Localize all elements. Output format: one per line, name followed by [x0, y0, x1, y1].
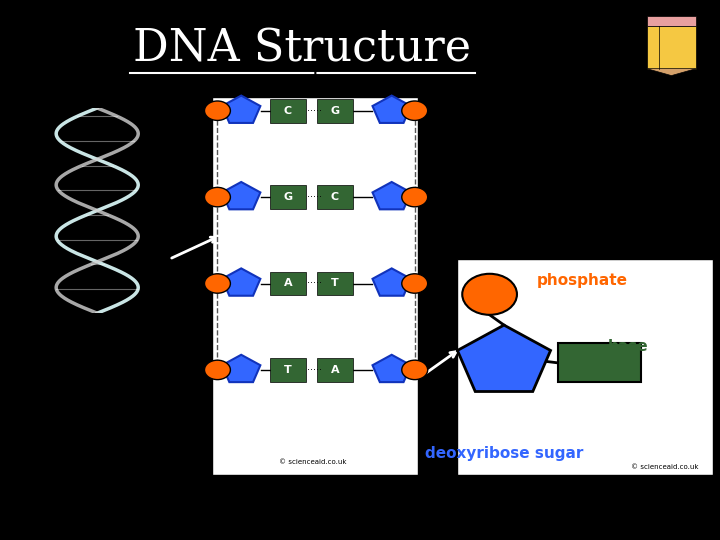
FancyBboxPatch shape: [270, 272, 306, 295]
Polygon shape: [647, 69, 696, 76]
Text: C: C: [330, 192, 339, 202]
Circle shape: [462, 274, 517, 315]
Text: deoxyribose sugar: deoxyribose sugar: [425, 446, 583, 461]
Polygon shape: [372, 96, 411, 123]
FancyBboxPatch shape: [317, 358, 353, 382]
Polygon shape: [457, 325, 551, 392]
Circle shape: [204, 187, 230, 207]
FancyBboxPatch shape: [558, 343, 641, 382]
Polygon shape: [222, 268, 261, 296]
Polygon shape: [222, 355, 261, 382]
Polygon shape: [222, 96, 261, 123]
Circle shape: [402, 360, 428, 380]
Text: A: A: [330, 365, 339, 375]
Circle shape: [402, 101, 428, 120]
Text: ·····: ·····: [307, 106, 322, 116]
FancyBboxPatch shape: [270, 185, 306, 209]
Text: ·····: ·····: [307, 279, 322, 288]
Text: C: C: [284, 106, 292, 116]
Text: G: G: [284, 192, 292, 202]
Text: phosphate: phosphate: [536, 273, 627, 288]
Circle shape: [402, 187, 428, 207]
Circle shape: [204, 274, 230, 293]
Circle shape: [204, 101, 230, 120]
Text: DNA Structure: DNA Structure: [133, 27, 472, 70]
Polygon shape: [372, 355, 411, 382]
Circle shape: [204, 360, 230, 380]
Text: A: A: [284, 279, 292, 288]
Polygon shape: [647, 26, 696, 69]
Text: base: base: [608, 339, 649, 354]
Text: T: T: [331, 279, 338, 288]
FancyBboxPatch shape: [317, 185, 353, 209]
Polygon shape: [372, 182, 411, 210]
Text: © scienceaid.co.uk: © scienceaid.co.uk: [631, 464, 698, 470]
FancyBboxPatch shape: [270, 358, 306, 382]
FancyBboxPatch shape: [317, 99, 353, 123]
Polygon shape: [372, 268, 411, 296]
FancyBboxPatch shape: [212, 97, 418, 475]
Circle shape: [402, 274, 428, 293]
FancyBboxPatch shape: [270, 99, 306, 123]
Text: G: G: [330, 106, 339, 116]
Text: T: T: [284, 365, 292, 375]
Text: ·····: ·····: [307, 365, 322, 375]
FancyBboxPatch shape: [317, 272, 353, 295]
Text: © scienceaid.co.uk: © scienceaid.co.uk: [279, 458, 347, 465]
Polygon shape: [647, 16, 696, 26]
FancyBboxPatch shape: [457, 259, 713, 475]
Text: ·····: ·····: [307, 192, 322, 202]
Polygon shape: [222, 182, 261, 210]
